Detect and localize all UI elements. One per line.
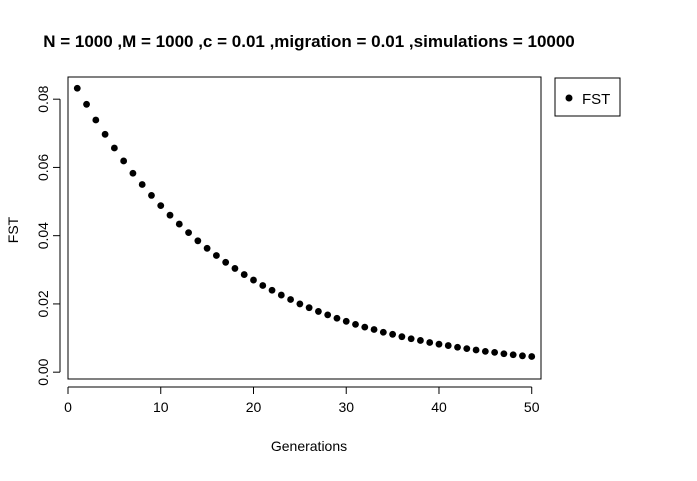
data-point-0-26 xyxy=(315,308,322,315)
data-point-0-16 xyxy=(222,258,230,266)
data-point-0-17 xyxy=(231,265,239,272)
series-fst-points xyxy=(73,84,536,360)
data-point-0-34 xyxy=(389,330,397,338)
data-point-0-44 xyxy=(481,347,489,355)
data-point-0-11 xyxy=(175,220,183,228)
data-point-0-14 xyxy=(203,244,211,252)
data-point-0-23 xyxy=(287,296,294,303)
data-point-0-22 xyxy=(277,291,285,299)
chart-title: N = 1000 ,M = 1000 ,c = 0.01 ,migration … xyxy=(43,32,575,51)
data-point-0-36 xyxy=(407,335,415,343)
data-point-0-3 xyxy=(101,130,109,138)
legend: FST xyxy=(554,77,621,117)
y-tick-label-2: 0.04 xyxy=(35,222,51,249)
data-point-0-49 xyxy=(528,353,536,360)
y-axis: 0.00 0.02 0.04 0.06 0.08 xyxy=(35,85,61,386)
x-tick-label-30: 30 xyxy=(338,399,354,415)
data-point-0-37 xyxy=(417,337,424,344)
y-tick-label-0: 0.00 xyxy=(35,358,51,385)
x-tick-label-40: 40 xyxy=(431,399,447,415)
data-point-0-38 xyxy=(426,339,434,346)
data-point-0-2 xyxy=(92,116,100,124)
y-axis-label: FST xyxy=(5,216,21,243)
data-point-0-10 xyxy=(166,211,174,219)
x-axis: 0 10 20 30 40 50 xyxy=(64,386,540,415)
y-tick-label-1: 0.02 xyxy=(35,290,51,317)
data-point-0-25 xyxy=(305,304,313,312)
data-point-0-19 xyxy=(250,276,257,284)
data-point-0-6 xyxy=(129,169,137,177)
data-point-0-5 xyxy=(120,157,128,165)
data-point-0-39 xyxy=(435,340,443,348)
data-point-0-28 xyxy=(333,314,341,322)
x-tick-label-50: 50 xyxy=(524,399,540,415)
x-axis-label: Generations xyxy=(271,438,347,454)
x-tick-label-0: 0 xyxy=(64,399,72,415)
data-point-0-46 xyxy=(500,350,508,358)
data-point-0-45 xyxy=(491,348,499,356)
data-point-0-32 xyxy=(370,326,378,333)
data-point-0-31 xyxy=(361,323,369,331)
data-point-0-8 xyxy=(148,192,155,199)
data-point-0-24 xyxy=(296,300,304,308)
data-point-0-41 xyxy=(454,343,461,351)
data-point-0-42 xyxy=(463,345,471,353)
legend-label-fst: FST xyxy=(582,91,610,108)
data-point-0-40 xyxy=(444,342,452,349)
data-point-0-43 xyxy=(472,346,480,354)
data-point-0-30 xyxy=(352,321,359,328)
data-point-0-48 xyxy=(519,352,526,360)
x-tick-label-10: 10 xyxy=(153,399,169,415)
data-point-0-7 xyxy=(138,181,146,188)
data-point-0-35 xyxy=(398,333,406,341)
legend-marker-fst xyxy=(565,94,573,102)
y-tick-label-3: 0.06 xyxy=(35,154,51,181)
data-point-0-13 xyxy=(194,237,202,245)
data-point-0-33 xyxy=(379,328,387,336)
data-point-0-27 xyxy=(324,311,332,319)
y-tick-label-4: 0.08 xyxy=(35,85,51,112)
data-point-0-9 xyxy=(157,202,165,210)
data-point-0-20 xyxy=(259,282,267,289)
data-point-0-47 xyxy=(509,351,517,359)
data-point-0-29 xyxy=(342,317,350,325)
plot-frame xyxy=(67,76,542,380)
data-point-0-0 xyxy=(73,84,81,92)
data-point-0-1 xyxy=(83,100,90,108)
x-tick-label-20: 20 xyxy=(246,399,262,415)
data-point-0-18 xyxy=(240,271,248,278)
data-point-0-21 xyxy=(268,286,276,294)
data-point-0-12 xyxy=(185,229,192,237)
data-point-0-4 xyxy=(110,144,118,152)
data-point-0-15 xyxy=(212,252,220,259)
